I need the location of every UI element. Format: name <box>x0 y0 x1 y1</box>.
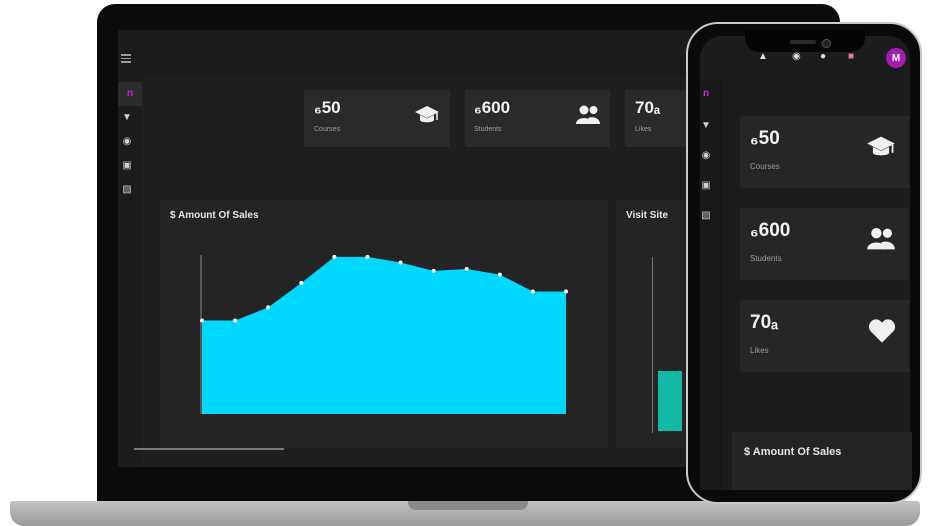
home-icon[interactable]: n <box>702 88 710 99</box>
menu-icon[interactable] <box>121 54 131 63</box>
bell-icon[interactable]: ▲ <box>758 51 768 62</box>
phone-stat-card-students: ₆600 Students <box>740 208 910 280</box>
video-icon[interactable]: ▧ <box>122 184 132 195</box>
stat-value: ₆600 <box>474 98 511 117</box>
data-point[interactable] <box>233 318 238 323</box>
phone-stat-card-likes: 70ₐ Likes <box>740 300 910 372</box>
phone-sidebar: n ▼ ◉ ▣ ▧ <box>700 80 722 490</box>
settings-icon[interactable]: ◉ <box>792 51 801 62</box>
stat-label: Courses <box>314 126 341 133</box>
sales-title: $ Amount Of Sales <box>744 446 842 458</box>
graduation-cap-icon <box>415 106 439 123</box>
graduation-cap-icon[interactable]: ▼ <box>701 120 711 131</box>
stat-label: Likes <box>750 346 769 355</box>
heart-icon <box>868 319 896 343</box>
graduation-cap-icon <box>867 136 895 156</box>
data-point[interactable] <box>266 305 271 310</box>
home-icon[interactable]: n <box>118 82 142 106</box>
data-point[interactable] <box>332 254 337 259</box>
laptop-notch <box>408 501 528 510</box>
data-point[interactable] <box>530 289 535 294</box>
stat-card-courses: ₆50 Courses <box>304 90 450 147</box>
graduation-cap-icon[interactable]: ▼ <box>122 112 132 123</box>
sales-panel: $ Amount Of Sales <box>160 200 608 448</box>
video-icon[interactable]: ▧ <box>701 210 711 221</box>
visits-axis <box>652 257 653 433</box>
sales-area-chart <box>200 254 568 414</box>
user-circle-icon[interactable]: ◉ <box>122 136 132 147</box>
stat-card-students: ₆600 Students <box>465 90 610 147</box>
sales-area <box>202 256 566 414</box>
phone-sales-panel: $ Amount Of Sales <box>732 432 912 490</box>
flag-icon[interactable]: ■ <box>848 51 855 62</box>
top-bar <box>118 30 722 78</box>
data-point[interactable] <box>398 260 403 265</box>
avatar[interactable]: M <box>886 48 906 68</box>
visits-bar <box>658 371 682 431</box>
stat-card-likes: 70ₐ Likes <box>625 90 686 147</box>
phone-speaker <box>790 40 816 44</box>
stat-label: Students <box>750 254 782 263</box>
data-point[interactable] <box>564 289 568 294</box>
stat-value: ₆600 <box>750 220 791 241</box>
visits-title: Visit Site <box>626 210 669 221</box>
sales-title: $ Amount Of Sales <box>170 210 259 221</box>
calendar-icon[interactable]: ▣ <box>122 160 132 171</box>
data-point[interactable] <box>464 267 469 272</box>
phone-stat-card-courses: ₆50 Courses <box>740 116 910 188</box>
stat-label: Likes <box>635 126 652 133</box>
stat-value: 70ₐ <box>635 98 661 117</box>
user-circle-icon[interactable]: ◉ <box>701 150 711 161</box>
data-point[interactable] <box>431 268 436 273</box>
stat-value: ₆50 <box>750 128 780 149</box>
users-icon <box>576 105 600 124</box>
stat-value: 70ₐ <box>750 312 779 333</box>
data-point[interactable] <box>497 272 502 277</box>
stat-label: Students <box>474 126 502 133</box>
sidebar: n ▼ ◉ ▣ ▧ <box>118 78 142 467</box>
data-point[interactable] <box>299 281 304 286</box>
stat-label: Courses <box>750 162 780 171</box>
phone-camera <box>822 39 831 48</box>
horizontal-scrollbar[interactable] <box>134 448 284 450</box>
data-point[interactable] <box>365 254 370 259</box>
users-icon <box>867 228 895 250</box>
calendar-icon[interactable]: ▣ <box>701 180 711 191</box>
record-icon[interactable]: ● <box>820 51 827 62</box>
stat-value: ₆50 <box>314 98 341 117</box>
data-point[interactable] <box>200 318 204 323</box>
